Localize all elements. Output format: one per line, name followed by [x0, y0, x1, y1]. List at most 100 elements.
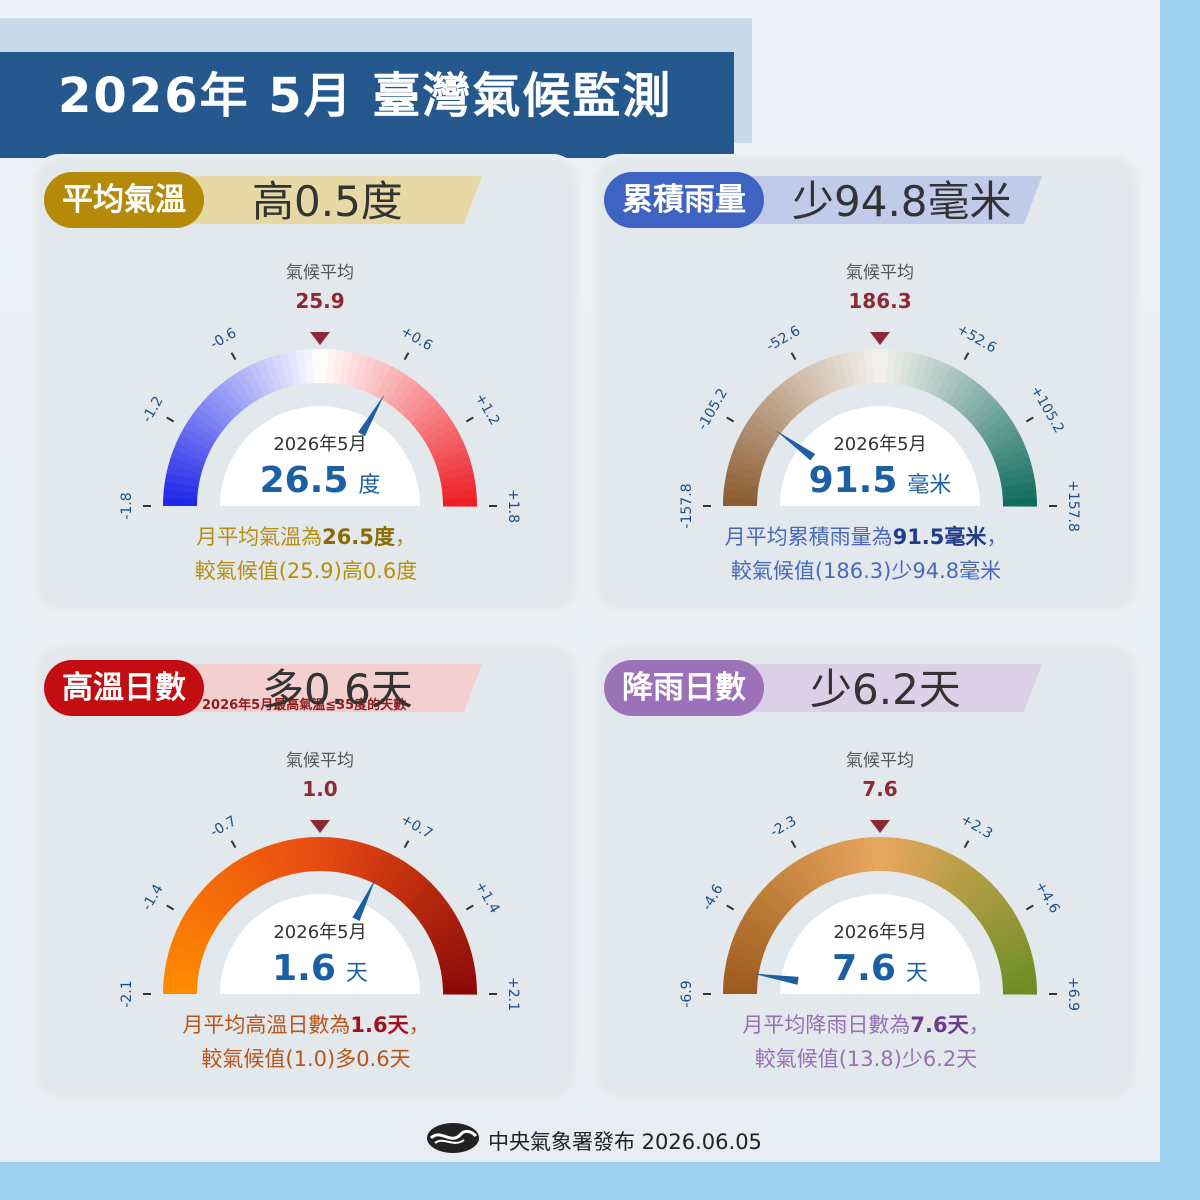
gauge-segment	[1002, 977, 1037, 989]
gauge-segment	[724, 472, 760, 487]
gauge-segment	[899, 350, 914, 386]
gauge-segment	[752, 406, 785, 434]
gauge-segment	[311, 349, 321, 384]
gauge-value-unit: 毫米	[907, 473, 951, 498]
gauge-segment	[794, 857, 819, 891]
gauge-value-number: 1.6	[272, 948, 336, 989]
gauge-segment	[419, 413, 453, 440]
gauge-segment	[442, 985, 478, 995]
gauge-segment	[723, 985, 758, 994]
summary-prefix: 月平均氣溫為	[196, 525, 323, 549]
gauge-tick	[403, 840, 410, 849]
gauge-segment	[164, 472, 200, 487]
gauge-segment	[975, 407, 1008, 435]
summary-suffix: ，	[408, 1013, 430, 1037]
gauge-segment	[733, 929, 768, 950]
panel-rain-days: 降雨日數 少6.2天 氣候平均 7.6 -6.9 -4.6 -2.3 +2.3 +4.6 +6.9…	[592, 642, 1140, 1102]
gauge-segment	[863, 837, 875, 872]
gauge-segment	[406, 882, 438, 913]
delta-banner	[742, 176, 1042, 224]
gauge-segment	[436, 457, 472, 475]
gauge-segment	[326, 837, 338, 872]
gauge-tick-label: -52.6	[764, 323, 803, 355]
gauge-segment	[839, 352, 855, 388]
summary-text: 月平均氣溫為26.5度， 較氣候值(25.9)高0.6度	[32, 520, 580, 588]
summary-prefix: 月平均高溫日數為	[182, 1013, 351, 1037]
gauge-segment	[911, 842, 930, 878]
gauge-segment	[962, 877, 992, 908]
gauge-segment	[163, 976, 198, 988]
gauge-segment	[375, 854, 400, 888]
summary-prefix: 月平均降雨日數為	[742, 1013, 911, 1037]
gauge-segment	[188, 413, 221, 440]
gauge-segment	[996, 945, 1032, 963]
panel-avg-temperature: 平均氣溫 高0.5度 氣候平均 25.9 -1.8 -1.2 -0.6 +0.6 +1.2 +1.…	[32, 154, 580, 614]
gauge-segment	[989, 434, 1024, 457]
summary-line-1: 月平均累積雨量為91.5毫米，	[592, 520, 1140, 554]
summary-suffix: ，	[968, 1013, 990, 1037]
page-title: 2026年 5月 臺灣氣候監測	[58, 68, 673, 124]
gauge-segment	[880, 837, 889, 872]
gauge-segment	[763, 394, 794, 424]
gauge-segment	[320, 837, 329, 872]
gauge-tick	[790, 840, 797, 849]
gauge-segment	[436, 945, 472, 963]
summary-prefix: 月平均累積雨量為	[724, 525, 893, 549]
gauge-tick-label: +0.7	[398, 811, 435, 842]
footer-text: 中央氣象署發布 2026.06.05	[488, 1130, 762, 1154]
gauge-tick	[726, 416, 735, 423]
panel-label-pill: 降雨日數	[604, 660, 764, 716]
gauge-segment	[287, 838, 302, 874]
summary-value: 26.5度	[322, 525, 395, 549]
gauge-segment	[935, 854, 960, 888]
gauge-segment	[358, 356, 377, 392]
climate-avg-marker	[870, 332, 890, 345]
gauge-segment	[924, 359, 945, 394]
gauge-tick	[230, 352, 237, 361]
gauge-segment	[434, 937, 470, 957]
gauge-tick	[166, 904, 175, 911]
gauge-tick	[790, 352, 797, 361]
gauge-segment	[303, 837, 315, 872]
gauge-tick	[1025, 904, 1034, 911]
gauge-segment	[163, 968, 199, 982]
gauge-segment	[724, 960, 760, 975]
gauge-segment	[930, 850, 952, 885]
gauge-value: 7.6 天	[832, 948, 928, 989]
summary-text: 月平均降雨日數為7.6天， 較氣候值(13.8)少6.2天	[592, 1008, 1140, 1076]
gauge-value: 26.5 度	[260, 460, 381, 501]
gauge-chart: 氣候平均 1.0 -2.1 -1.4 -0.7 +0.7 +1.4 +2.1 2026年5月 1.…	[119, 751, 521, 1011]
gauge-segment	[726, 464, 762, 481]
climate-avg-label: 氣候平均	[846, 263, 914, 283]
gauge-segment	[192, 894, 225, 922]
gauge-tick	[166, 416, 175, 423]
summary-line-2: 較氣候值(25.9)高0.6度	[194, 559, 418, 583]
gauge-segment	[173, 929, 208, 950]
gauge-segment	[419, 901, 453, 928]
gauge-segment	[787, 861, 814, 895]
gauge-segment	[918, 844, 937, 880]
gauge-segment	[763, 882, 794, 912]
gauge-chart: 氣候平均 25.9 -1.8 -1.2 -0.6 +0.6 +1.2 +1.8 2026年5月 2…	[119, 263, 521, 523]
gauge-tick-label: +157.8	[1065, 480, 1081, 532]
gauge-segment	[241, 853, 265, 888]
gauge-segment	[184, 907, 218, 933]
gauge-segment	[935, 366, 960, 400]
gauge-tick-label: +1.8	[505, 489, 521, 523]
gauge-segment	[880, 349, 889, 384]
gauge-segment	[748, 413, 781, 440]
gauge-segment	[744, 419, 778, 445]
gauge-segment	[339, 838, 354, 874]
gauge-segment	[440, 961, 476, 976]
gauge-segment	[952, 378, 980, 411]
gauge-tick-label: +4.6	[1032, 879, 1063, 917]
gauge-segment	[752, 894, 785, 922]
gauge-segment	[263, 356, 283, 392]
gauge-tick	[465, 416, 474, 423]
gauge-hub	[220, 406, 420, 506]
gauge-segment	[345, 840, 362, 876]
gauge-tick-label: +2.1	[505, 977, 521, 1011]
gauge-segment	[423, 908, 457, 933]
gauge-tick-label: -4.6	[699, 882, 727, 914]
gauge-segment	[180, 426, 214, 451]
